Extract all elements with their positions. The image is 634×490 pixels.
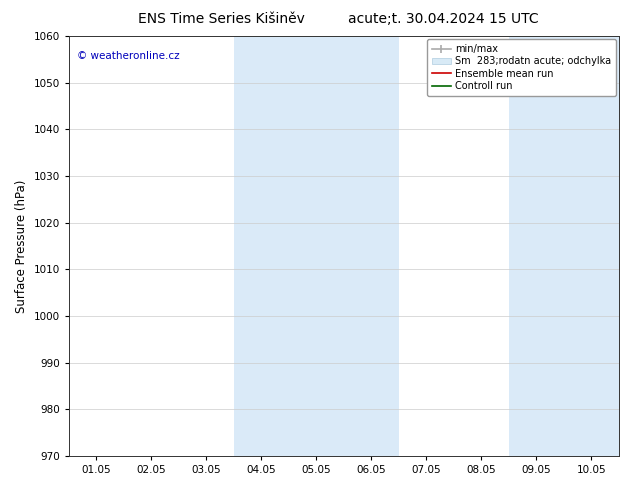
Text: acute;t. 30.04.2024 15 UTC: acute;t. 30.04.2024 15 UTC <box>349 12 539 26</box>
Text: © weatheronline.cz: © weatheronline.cz <box>77 51 179 61</box>
Text: ENS Time Series Kišiněv: ENS Time Series Kišiněv <box>138 12 306 26</box>
Legend: min/max, Sm  283;rodatn acute; odchylka, Ensemble mean run, Controll run: min/max, Sm 283;rodatn acute; odchylka, … <box>427 39 616 96</box>
Bar <box>509 36 619 456</box>
Y-axis label: Surface Pressure (hPa): Surface Pressure (hPa) <box>15 179 28 313</box>
Bar <box>234 36 399 456</box>
